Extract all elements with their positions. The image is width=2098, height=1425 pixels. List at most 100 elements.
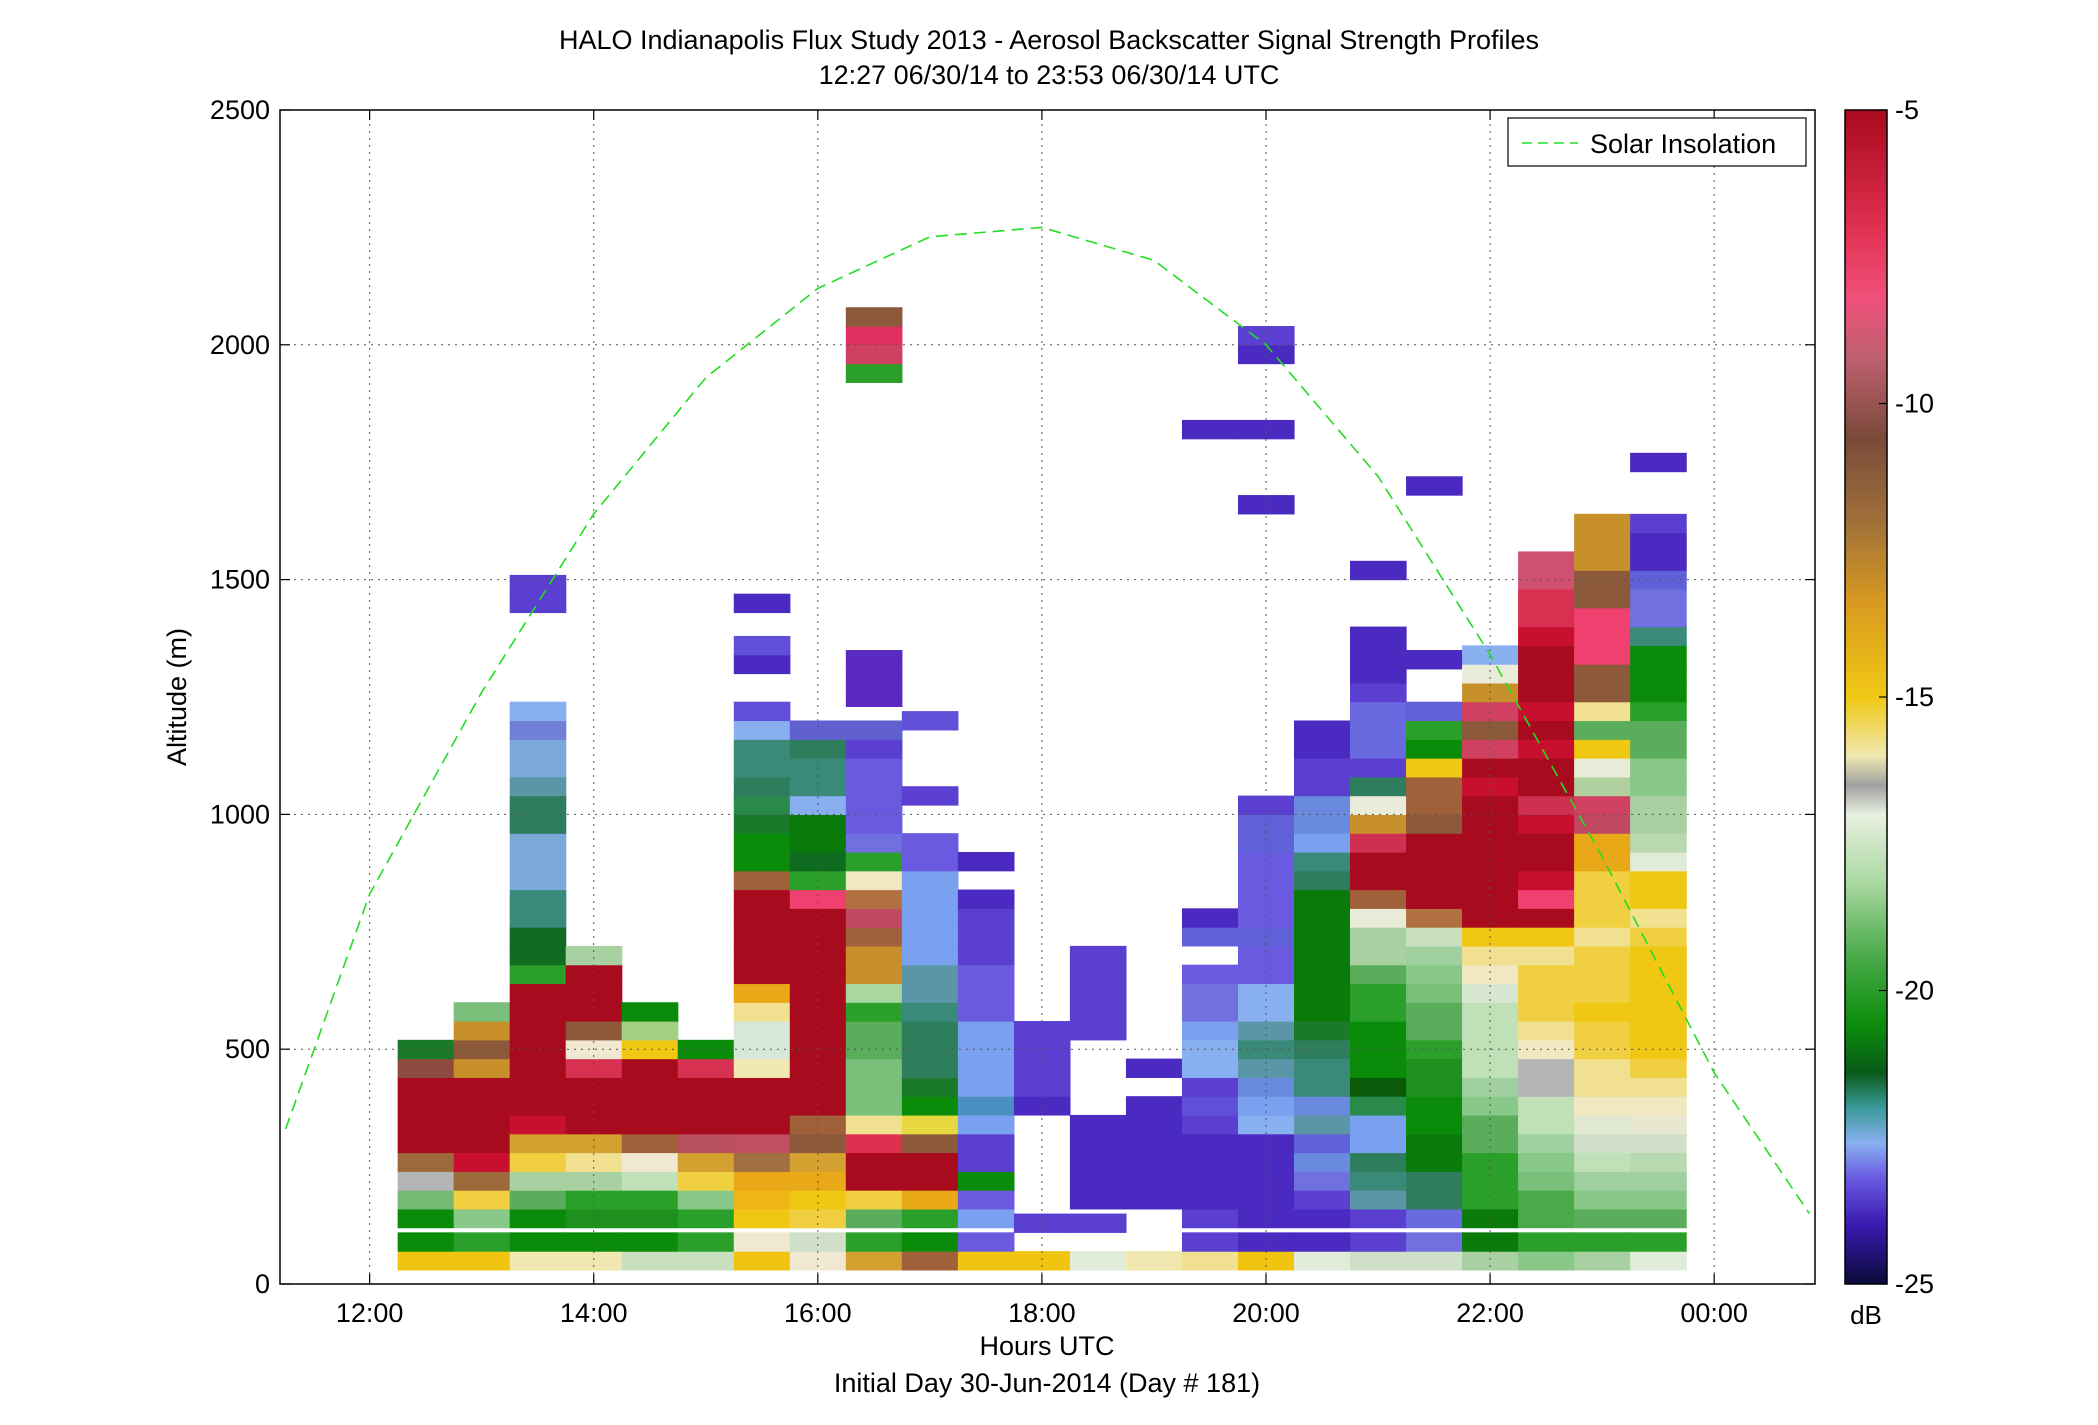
- heatmap-cell: [1406, 1232, 1463, 1252]
- heatmap-cell: [957, 1096, 1015, 1116]
- heatmap-cell: [1630, 701, 1687, 722]
- heatmap-cell: [397, 1152, 455, 1172]
- heatmap-cell: [565, 964, 623, 985]
- heatmap-cell: [1574, 701, 1631, 722]
- y-tick-label: 2000: [210, 330, 270, 360]
- heatmap-cell: [1462, 1114, 1519, 1135]
- heatmap-cell: [789, 1251, 847, 1271]
- y-tick-label: 0: [255, 1269, 270, 1299]
- heatmap-cell: [621, 1077, 679, 1097]
- heatmap-cell: [1574, 964, 1631, 985]
- heatmap-cell: [1237, 851, 1295, 872]
- heatmap-cell: [845, 1152, 903, 1172]
- heatmap-cell: [1630, 833, 1687, 853]
- heatmap-cell: [1518, 682, 1575, 703]
- heatmap-cell: [1350, 795, 1407, 815]
- heatmap-cell: [1069, 1251, 1127, 1271]
- heatmap-cell: [1462, 776, 1519, 797]
- heatmap-cell: [1406, 927, 1463, 947]
- heatmap-cell: [509, 908, 567, 928]
- heatmap-cell: [789, 945, 847, 966]
- heatmap-cell: [509, 1002, 567, 1022]
- heatmap-cell: [957, 908, 1015, 928]
- heatmap-cell: [509, 739, 567, 759]
- heatmap-cell: [1350, 814, 1407, 834]
- heatmap-cell: [1630, 570, 1687, 590]
- heatmap-cell: [845, 870, 903, 891]
- heatmap-cell: [1574, 513, 1631, 534]
- heatmap-cell: [1125, 1171, 1183, 1191]
- heatmap-cell: [621, 1002, 679, 1022]
- heatmap-cell: [1350, 720, 1407, 740]
- heatmap-cell: [1293, 776, 1351, 797]
- heatmap-cell: [845, 1171, 903, 1191]
- heatmap-cell: [1406, 739, 1463, 759]
- heatmap-cell: [1181, 1058, 1239, 1078]
- heatmap-cell: [957, 964, 1015, 985]
- heatmap-cell: [1462, 1002, 1519, 1022]
- heatmap-cell: [901, 833, 959, 853]
- heatmap-cell: [845, 927, 903, 947]
- heatmap-cell: [845, 1077, 903, 1097]
- heatmap-cell: [1574, 776, 1631, 797]
- heatmap-cell: [1518, 1152, 1575, 1172]
- heatmap-cell: [1350, 1152, 1407, 1172]
- heatmap-cell: [565, 1114, 623, 1135]
- heatmap-cell: [1518, 645, 1575, 665]
- heatmap-cell: [1350, 664, 1407, 684]
- colorbar-tick-label: -10: [1895, 389, 1934, 419]
- heatmap-cell: [1630, 588, 1687, 609]
- heatmap-cell: [733, 1133, 791, 1154]
- heatmap-cell: [901, 1039, 959, 1060]
- heatmap-cell: [845, 1208, 903, 1229]
- heatmap-cell: [1350, 1232, 1407, 1252]
- heatmap-cell: [1406, 1021, 1463, 1041]
- heatmap-cell: [1350, 945, 1407, 966]
- heatmap-cell: [677, 1039, 735, 1060]
- heatmap-cell: [1462, 851, 1519, 872]
- heatmap-cell: [1574, 607, 1631, 628]
- heatmap-cell: [845, 795, 903, 815]
- heatmap-cell: [1630, 814, 1687, 834]
- heatmap-cell: [733, 1208, 791, 1229]
- heatmap-cell: [1518, 889, 1575, 909]
- heatmap-cell: [677, 1190, 735, 1210]
- heatmap-cell: [733, 654, 791, 675]
- heatmap-cell: [509, 1251, 567, 1271]
- heatmap-cell: [621, 1208, 679, 1229]
- heatmap-cell: [1518, 776, 1575, 797]
- heatmap-cell: [845, 650, 903, 670]
- heatmap-cell: [1574, 664, 1631, 684]
- heatmap-cell: [1518, 664, 1575, 684]
- heatmap-cell: [733, 593, 791, 614]
- heatmap-cell: [1293, 1190, 1351, 1210]
- heatmap-cell: [1518, 1002, 1575, 1022]
- heatmap-cell: [1237, 833, 1295, 853]
- heatmap-cell: [509, 927, 567, 947]
- heatmap-cell: [1518, 720, 1575, 740]
- heatmap-cell: [1069, 1002, 1127, 1022]
- heatmap-cell: [1630, 739, 1687, 759]
- heatmap-cell: [1181, 1232, 1239, 1252]
- heatmap-cell: [1350, 870, 1407, 891]
- heatmap-cell: [1293, 1251, 1351, 1271]
- heatmap-cell: [1125, 1096, 1183, 1116]
- heatmap-cell: [1406, 476, 1463, 496]
- heatmap-cell: [1574, 814, 1631, 834]
- heatmap-cell: [1237, 1002, 1295, 1022]
- heatmap-cell: [1406, 650, 1463, 670]
- heatmap-cell: [1518, 607, 1575, 628]
- heatmap-cell: [397, 1171, 455, 1191]
- heatmap-cell: [1574, 532, 1631, 553]
- heatmap-cell: [733, 795, 791, 815]
- heatmap-cell: [845, 739, 903, 759]
- heatmap-cell: [509, 593, 567, 614]
- heatmap-cell: [1181, 1077, 1239, 1097]
- heatmap-cell: [1462, 908, 1519, 928]
- heatmap-cell: [1518, 551, 1575, 571]
- heatmap-cell: [453, 1002, 511, 1022]
- heatmap-cell: [1406, 833, 1463, 853]
- heatmap-cell: [453, 1171, 511, 1191]
- heatmap-cell: [1181, 1096, 1239, 1116]
- heatmap-cell: [1406, 1114, 1463, 1135]
